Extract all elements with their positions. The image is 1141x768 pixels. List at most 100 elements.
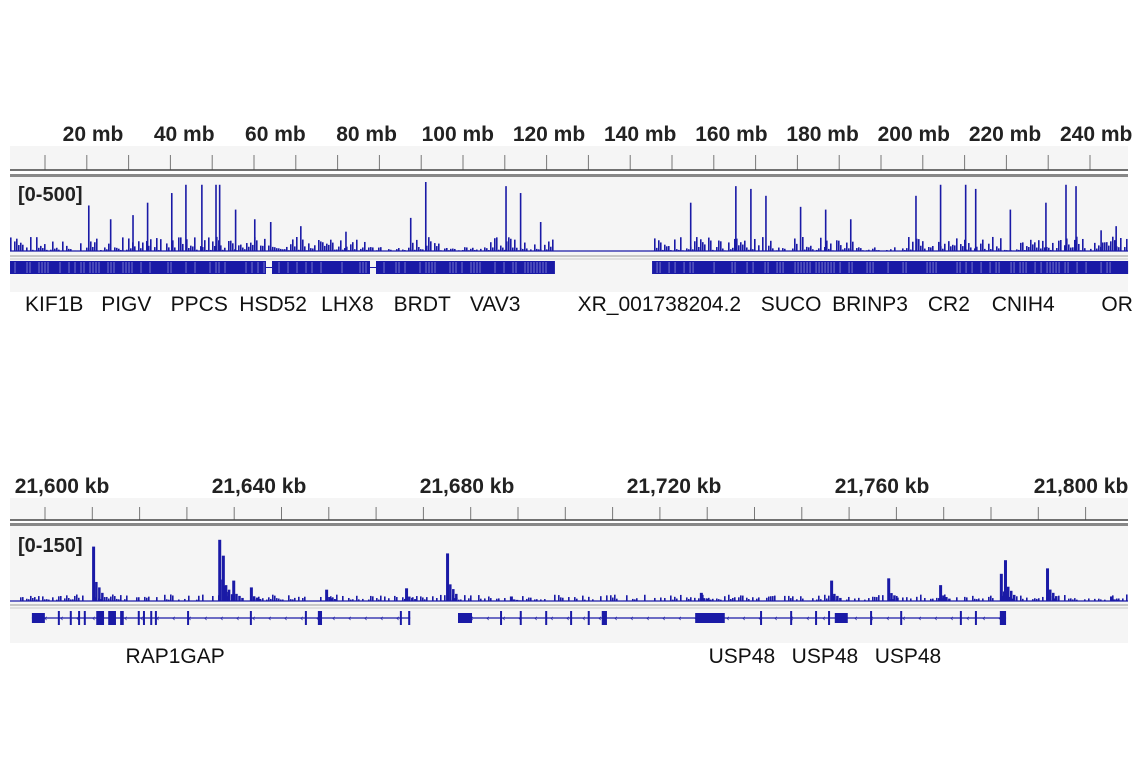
signal-bar — [294, 597, 296, 601]
signal-bar — [1120, 238, 1122, 251]
signal-bar — [488, 596, 490, 601]
signal-bar — [562, 597, 564, 601]
signal-bar — [742, 244, 744, 251]
ruler-tick-label: 220 mb — [969, 123, 1041, 146]
signal-bar — [974, 598, 976, 601]
signal-bar — [722, 248, 724, 251]
gene-block — [10, 261, 555, 274]
signal-bar — [688, 598, 690, 601]
signal-bar — [396, 249, 398, 251]
gene-exon — [519, 611, 522, 625]
signal-bar — [104, 247, 106, 251]
signal-bar — [592, 599, 594, 601]
signal-bar — [428, 237, 430, 251]
signal-bar — [306, 250, 308, 251]
signal-bar — [342, 595, 344, 601]
signal-bar — [236, 250, 238, 251]
signal-bar — [660, 597, 662, 601]
signal-bar — [318, 240, 320, 251]
signal-bar — [32, 598, 34, 601]
ruler-background — [10, 498, 1128, 520]
signal-peak — [221, 555, 225, 601]
signal-bar — [980, 243, 982, 251]
signal-bar — [320, 241, 322, 251]
signal-bar — [466, 247, 468, 251]
signal-peak — [765, 195, 767, 251]
ruler-tick-label: 160 mb — [695, 123, 767, 146]
signal-bar — [942, 248, 944, 251]
signal-bar — [398, 248, 400, 251]
signal-bar — [536, 248, 538, 251]
signal-bar — [1070, 598, 1072, 601]
signal-bar — [322, 242, 324, 251]
signal-bar — [110, 596, 112, 601]
strand-arrow-icon: ‹ — [76, 614, 80, 624]
signal-bar — [264, 238, 266, 251]
signal-bar — [32, 249, 34, 251]
signal-bar — [354, 249, 356, 251]
signal-bar — [446, 247, 448, 251]
signal-bar — [516, 247, 518, 251]
signal-bar — [274, 247, 276, 251]
signal-bar — [960, 244, 962, 251]
strand-arrow-icon: ‹ — [252, 614, 256, 624]
signal-bar — [396, 597, 398, 601]
signal-bar — [758, 597, 760, 601]
signal-bar — [978, 250, 980, 251]
signal-bar — [178, 237, 180, 251]
gene-exon — [790, 611, 793, 625]
signal-bar — [46, 249, 48, 251]
strand-arrow-icon: ‹ — [854, 614, 858, 624]
signal-bar — [470, 248, 472, 251]
signal-peak — [1055, 596, 1058, 601]
signal-bar — [498, 598, 500, 601]
signal-peak — [948, 598, 951, 601]
signal-bar — [304, 246, 306, 251]
signal-bar — [40, 245, 42, 251]
strand-arrow-icon: ‹ — [726, 614, 730, 624]
signal-bar — [108, 243, 110, 251]
signal-bar — [584, 599, 586, 601]
signal-bar — [268, 245, 270, 251]
signal-bar — [348, 597, 350, 601]
signal-bar — [848, 596, 850, 601]
signal-bar — [464, 247, 466, 251]
signal-bar — [546, 249, 548, 251]
signal-bar — [610, 595, 612, 601]
signal-bar — [188, 595, 190, 601]
signal-bar — [616, 598, 618, 601]
signal-peak — [1006, 586, 1010, 601]
gene-label: USP48 — [709, 645, 776, 668]
signal-peak — [331, 598, 334, 601]
signal-peak — [896, 597, 899, 601]
signal-peak — [1012, 594, 1016, 601]
signal-bar — [358, 599, 360, 601]
signal-bar — [424, 599, 426, 601]
signal-bar — [68, 598, 70, 601]
signal-bar — [1032, 599, 1034, 601]
signal-bar — [892, 599, 894, 601]
signal-bar — [246, 243, 248, 251]
signal-peak — [1116, 599, 1119, 601]
signal-bar — [734, 238, 736, 251]
data-range-label: [0-150] — [18, 535, 82, 557]
signal-bar — [714, 250, 716, 251]
signal-bar — [182, 243, 184, 251]
signal-bar — [736, 238, 738, 251]
signal-peak — [939, 184, 942, 251]
signal-bar — [328, 244, 330, 251]
gene-exon — [959, 611, 962, 625]
gene-exon — [760, 611, 763, 625]
signal-peak — [300, 226, 302, 251]
signal-bar — [910, 249, 912, 251]
signal-bar — [796, 243, 798, 251]
signal-peak — [515, 599, 519, 601]
signal-bar — [1068, 244, 1070, 251]
signal-bar — [224, 247, 226, 251]
signal-bar — [730, 249, 732, 251]
signal-bar — [826, 598, 828, 601]
signal-bar — [1028, 247, 1030, 251]
signal-bar — [426, 597, 428, 601]
signal-bar — [902, 248, 904, 251]
signal-bar — [504, 598, 506, 601]
